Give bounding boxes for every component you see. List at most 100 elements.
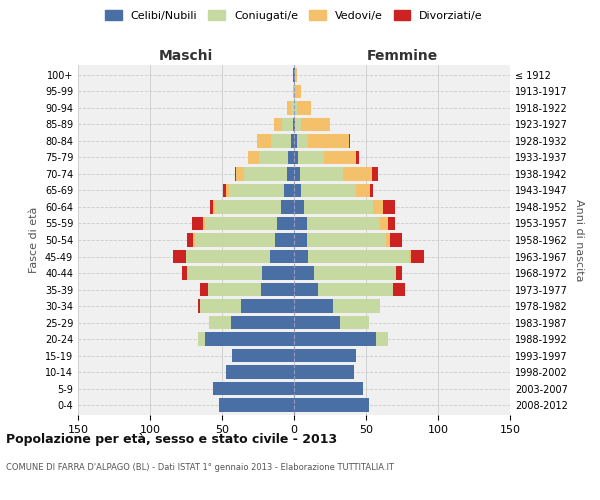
Bar	[324, 151, 356, 164]
Bar	[294, 200, 304, 213]
Text: Femmine: Femmine	[367, 50, 437, 64]
Y-axis label: Fasce di età: Fasce di età	[29, 207, 39, 273]
Bar	[383, 200, 395, 213]
Bar	[376, 332, 388, 345]
Bar	[294, 234, 307, 246]
Bar	[259, 151, 288, 164]
Bar	[232, 349, 294, 362]
Bar	[340, 316, 369, 329]
Bar	[182, 266, 187, 280]
Bar	[215, 200, 281, 213]
Bar	[307, 234, 386, 246]
Bar	[274, 118, 283, 131]
Bar	[343, 168, 372, 180]
Bar	[226, 184, 229, 197]
Bar	[356, 184, 370, 197]
Bar	[241, 300, 294, 312]
Bar	[193, 234, 194, 246]
Bar	[235, 168, 236, 180]
Bar	[229, 184, 284, 197]
Bar	[294, 316, 340, 329]
Bar	[293, 68, 294, 82]
Bar	[214, 382, 294, 395]
Y-axis label: Anni di nascita: Anni di nascita	[574, 198, 584, 281]
Bar	[373, 200, 383, 213]
Bar	[333, 300, 380, 312]
Bar	[294, 300, 333, 312]
Bar	[223, 184, 226, 197]
Bar	[293, 118, 294, 131]
Bar	[294, 266, 314, 280]
Bar	[219, 398, 294, 411]
Bar	[295, 68, 297, 82]
Bar	[409, 250, 410, 263]
Bar	[294, 151, 298, 164]
Bar	[200, 300, 241, 312]
Bar	[262, 266, 294, 280]
Bar	[288, 151, 294, 164]
Bar	[294, 134, 297, 147]
Legend: Celibi/Nubili, Coniugati/e, Vedovi/e, Divorziati/e: Celibi/Nubili, Coniugati/e, Vedovi/e, Di…	[102, 7, 486, 24]
Bar	[314, 266, 396, 280]
Bar	[294, 349, 356, 362]
Bar	[269, 250, 294, 263]
Bar	[396, 266, 402, 280]
Bar	[294, 68, 295, 82]
Text: Maschi: Maschi	[159, 50, 213, 64]
Bar	[295, 85, 301, 98]
Bar	[370, 184, 373, 197]
Bar	[291, 102, 294, 114]
Bar	[294, 102, 297, 114]
Bar	[294, 250, 308, 263]
Bar	[294, 184, 301, 197]
Bar	[356, 151, 359, 164]
Bar	[236, 168, 244, 180]
Bar	[388, 217, 395, 230]
Bar	[301, 118, 330, 131]
Bar	[211, 200, 214, 213]
Bar	[349, 134, 350, 147]
Bar	[208, 283, 261, 296]
Bar	[293, 85, 294, 98]
Bar	[294, 398, 369, 411]
Bar	[187, 234, 193, 246]
Bar	[209, 316, 230, 329]
Bar	[298, 151, 324, 164]
Bar	[297, 102, 311, 114]
Bar	[277, 217, 294, 230]
Text: COMUNE DI FARRA D'ALPAGO (BL) - Dati ISTAT 1° gennaio 2013 - Elaborazione TUTTIT: COMUNE DI FARRA D'ALPAGO (BL) - Dati IST…	[6, 462, 394, 471]
Bar	[248, 151, 259, 164]
Bar	[307, 217, 380, 230]
Bar	[187, 266, 262, 280]
Bar	[304, 200, 373, 213]
Bar	[410, 250, 424, 263]
Bar	[186, 250, 269, 263]
Bar	[297, 134, 308, 147]
Bar	[200, 283, 208, 296]
Bar	[284, 184, 294, 197]
Bar	[283, 118, 293, 131]
Bar	[301, 184, 356, 197]
Bar	[294, 85, 295, 98]
Bar	[197, 300, 200, 312]
Bar	[295, 118, 301, 131]
Bar	[257, 134, 271, 147]
Bar	[205, 332, 294, 345]
Bar	[294, 366, 355, 378]
Bar	[214, 200, 215, 213]
Bar	[205, 217, 277, 230]
Bar	[372, 168, 377, 180]
Bar	[300, 168, 343, 180]
Bar	[294, 168, 300, 180]
Bar	[192, 217, 203, 230]
Bar	[173, 250, 186, 263]
Bar	[271, 134, 291, 147]
Bar	[294, 332, 376, 345]
Bar	[294, 118, 295, 131]
Bar	[244, 168, 287, 180]
Bar	[230, 316, 294, 329]
Bar	[194, 234, 275, 246]
Bar	[281, 200, 294, 213]
Bar	[394, 283, 405, 296]
Bar	[261, 283, 294, 296]
